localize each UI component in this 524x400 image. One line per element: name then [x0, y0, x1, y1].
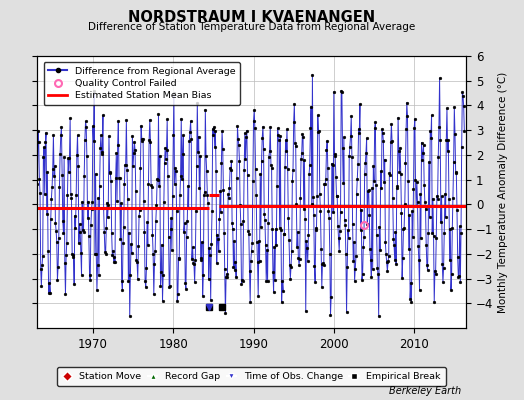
Legend: Station Move, Record Gap, Time of Obs. Change, Empirical Break: Station Move, Record Gap, Time of Obs. C…: [58, 367, 445, 386]
Y-axis label: Monthly Temperature Anomaly Difference (°C): Monthly Temperature Anomaly Difference (…: [498, 71, 508, 313]
Text: NORDSTRAUM I KVAENANGEN: NORDSTRAUM I KVAENANGEN: [128, 10, 375, 25]
Text: Difference of Station Temperature Data from Regional Average: Difference of Station Temperature Data f…: [88, 22, 415, 32]
Text: Berkeley Earth: Berkeley Earth: [389, 386, 461, 396]
